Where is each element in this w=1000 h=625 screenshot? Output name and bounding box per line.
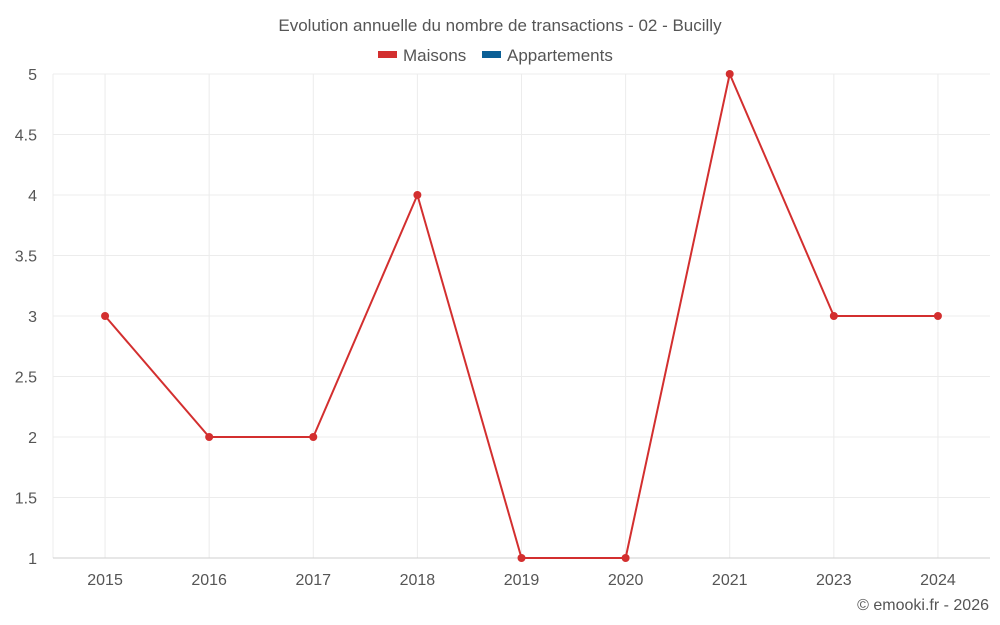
legend-item-appartements[interactable]: Appartements: [482, 46, 613, 65]
x-tick-label: 2015: [87, 572, 123, 589]
x-tick-label: 2016: [191, 572, 227, 589]
data-point[interactable]: [933, 312, 942, 320]
data-point[interactable]: [725, 70, 734, 78]
data-point[interactable]: [413, 191, 422, 199]
x-tick-label: 2017: [295, 572, 331, 589]
legend-swatch-maisons: [378, 51, 397, 58]
data-point[interactable]: [829, 312, 838, 320]
y-tick-label: 4.5: [15, 128, 37, 145]
y-tick-label: 2.5: [15, 370, 37, 387]
y-tick-label: 4: [28, 188, 37, 205]
data-point[interactable]: [101, 312, 110, 320]
x-tick-label: 2019: [504, 572, 540, 589]
y-tick-label: 3.5: [15, 249, 37, 266]
legend-swatch-appartements: [482, 51, 501, 58]
y-tick-label: 1.5: [15, 491, 37, 508]
series-maisons: [101, 70, 942, 562]
credit-text: © emooki.fr - 2026: [857, 597, 989, 614]
legend-item-maisons[interactable]: Maisons: [378, 46, 466, 65]
x-tick-label: 2023: [816, 572, 852, 589]
x-tick-label: 2024: [920, 572, 956, 589]
y-tick-label: 2: [28, 430, 37, 447]
y-tick-label: 5: [28, 67, 37, 84]
data-point[interactable]: [309, 433, 318, 441]
legend-label-appartements: Appartements: [507, 46, 613, 65]
data-point[interactable]: [621, 554, 630, 562]
x-axis-ticks: 2015 2016 2017 2018 2019 2020 2021 2023 2024: [87, 572, 956, 589]
chart-title: Evolution annuelle du nombre de transact…: [278, 16, 722, 35]
legend-label-maisons: Maisons: [403, 46, 466, 65]
data-point[interactable]: [205, 433, 214, 441]
x-tick-label: 2018: [400, 572, 436, 589]
legend: Maisons Appartements: [378, 46, 613, 65]
data-point[interactable]: [517, 554, 526, 562]
y-tick-label: 3: [28, 309, 37, 326]
x-tick-label: 2021: [712, 572, 748, 589]
y-tick-label: 1: [28, 551, 37, 568]
x-tick-label: 2020: [608, 572, 644, 589]
grid: [53, 73, 990, 558]
y-axis-ticks: 1 1.5 2 2.5 3 3.5 4 4.5 5: [15, 67, 37, 568]
